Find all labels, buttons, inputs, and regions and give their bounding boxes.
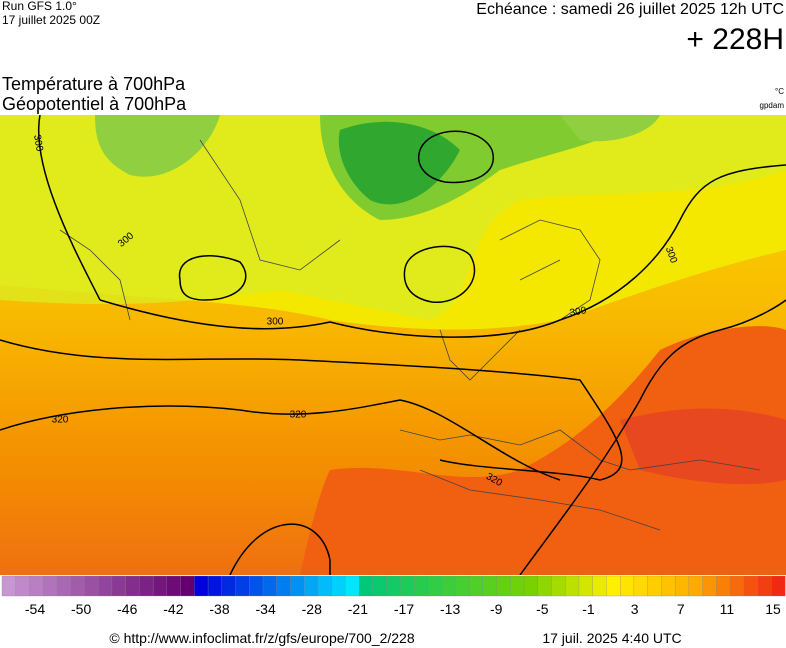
colorbar-swatch [661, 575, 676, 597]
colorbar-swatch [276, 575, 291, 597]
colorbar-label: -28 [302, 601, 322, 617]
colorbar-swatch [606, 575, 621, 597]
colorbar-swatch [688, 575, 704, 597]
colorbar-swatch [180, 575, 195, 597]
dark-green-zone [338, 121, 460, 205]
colorbar-label: -50 [71, 601, 91, 617]
colorbar-swatch [510, 575, 525, 597]
colorbar-swatch [235, 575, 250, 597]
colorbar-swatch [757, 575, 772, 597]
colorbar-swatch [441, 575, 456, 597]
colorbar-swatch [317, 575, 333, 597]
colorbar-label: 11 [720, 601, 735, 617]
colorbar-label: -17 [394, 601, 414, 617]
colorbar-swatch [139, 575, 154, 597]
colorbar-swatch [207, 575, 223, 597]
colorbar-swatch [98, 575, 113, 597]
colorbar-swatch [702, 575, 717, 597]
colorbar-swatch [29, 575, 44, 597]
unit-temperature: °C [775, 87, 784, 96]
colorbar-swatch [482, 575, 497, 597]
unit-geopotential: gpdam [760, 101, 785, 110]
colorbar-label: -5 [536, 601, 549, 617]
colorbar-label: -21 [348, 601, 368, 617]
colorbar-swatch [372, 575, 388, 597]
forecast-time: Echéance : samedi 26 juillet 2025 12h UT… [476, 1, 784, 18]
colorbar-swatch [413, 575, 429, 597]
green-zone-east [560, 115, 660, 142]
source-url: © http://www.infoclimat.fr/z/gfs/europe/… [109, 630, 414, 646]
colorbar-swatch [386, 575, 401, 597]
colorbar-swatch [633, 575, 649, 597]
colorbar-swatch [427, 575, 443, 597]
colorbar-swatch [729, 575, 745, 597]
colorbar-swatch [152, 575, 168, 597]
colorbar-swatch [1, 575, 17, 597]
colorbar-swatch [15, 575, 30, 597]
colorbar-swatch [262, 575, 278, 597]
colorbar-swatch [304, 575, 319, 597]
colorbar-swatch [345, 575, 360, 597]
green-zone-west [95, 115, 220, 177]
colorbar-swatch [455, 575, 470, 597]
colorbar-swatch [523, 575, 539, 597]
colorbar-swatch [194, 575, 209, 597]
title-geopotential: Géopotentiel à 700hPa [2, 94, 187, 114]
colorbar-swatch [674, 575, 690, 597]
colorbar-swatch [468, 575, 484, 597]
colorbar-swatch [166, 575, 182, 597]
contour-label: 300 [31, 134, 45, 153]
lead-time: + 228H [686, 23, 784, 56]
contour-label: 300 [569, 305, 588, 319]
colorbar-label: -38 [209, 601, 229, 617]
colorbar-swatch [290, 575, 305, 597]
colorbar-swatch [743, 575, 758, 597]
title-temperature: Température à 700hPa [2, 74, 186, 94]
contour-label: 320 [52, 415, 69, 426]
colorbar-swatch [221, 575, 236, 597]
colorbar-label: 7 [677, 601, 685, 617]
colorbar-label: -34 [256, 601, 276, 617]
colorbar-swatch [125, 575, 140, 597]
colorbar-swatch [359, 575, 374, 597]
colorbar-swatch [43, 575, 58, 597]
colorbar-label: -46 [117, 601, 137, 617]
colorbar-swatch [565, 575, 580, 597]
colorbar-swatch [84, 575, 99, 597]
colorbar-swatch [56, 575, 72, 597]
run-date: 17 juillet 2025 00Z [2, 13, 100, 27]
colorbar-swatch [400, 575, 415, 597]
colorbar-swatch [111, 575, 127, 597]
colorbar-label: -9 [490, 601, 503, 617]
colorbar-label: -1 [582, 601, 595, 617]
colorbar-swatch [771, 575, 786, 597]
colorbar-swatch [716, 575, 731, 597]
colorbar-swatch [592, 575, 607, 597]
colorbar-swatch [620, 575, 635, 597]
colorbar-swatch [537, 575, 552, 597]
colorbar-label: 3 [631, 601, 639, 617]
colorbar-swatch [496, 575, 511, 597]
red-zone [300, 326, 786, 575]
colorbar-swatch [70, 575, 85, 597]
colorbar-swatch [331, 575, 346, 597]
colorbar-swatch [578, 575, 594, 597]
colorbar-label: 15 [765, 601, 781, 617]
contour-label: 320 [290, 410, 307, 421]
colorbar-label: -42 [163, 601, 183, 617]
colorbar-label: -13 [440, 601, 460, 617]
run-label: Run GFS 1.0° [2, 0, 77, 13]
colorbar: -54 -50 -46 -42 -38 -34 -28 -21 -17 -13 -9 -5 -1 3 7 11… [1, 575, 786, 617]
colorbar-swatch [647, 575, 662, 597]
timestamp: 17 juil. 2025 4:40 UTC [542, 630, 681, 646]
contour-label: 300 [267, 317, 284, 328]
colorbar-label: -54 [25, 601, 45, 617]
colorbar-swatch [249, 575, 264, 597]
colorbar-swatch [551, 575, 566, 597]
